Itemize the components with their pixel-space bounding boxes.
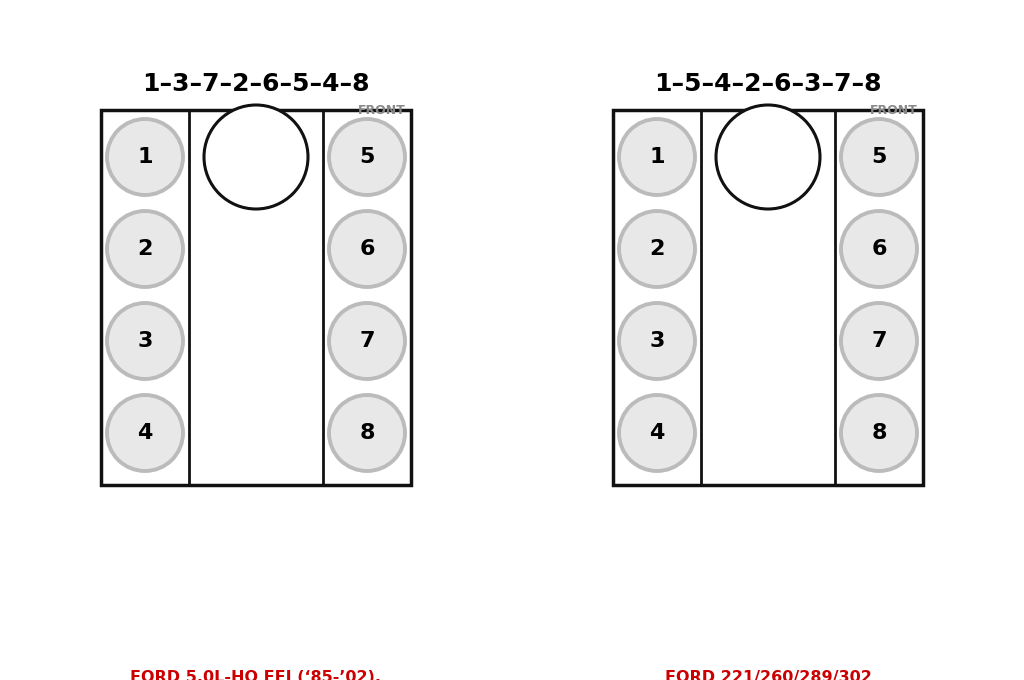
Circle shape [841,303,918,379]
Text: 6: 6 [871,239,887,259]
Circle shape [841,395,918,471]
Circle shape [618,395,695,471]
Text: 2: 2 [137,239,153,259]
Circle shape [841,119,918,195]
Circle shape [716,105,820,209]
Bar [101,110,411,485]
Circle shape [618,119,695,195]
Circle shape [841,211,918,287]
Circle shape [106,303,183,379]
Text: FRONT: FRONT [358,104,406,117]
Text: 1: 1 [137,147,153,167]
Circle shape [106,395,183,471]
Text: 8: 8 [871,423,887,443]
Circle shape [106,119,183,195]
Text: 1–3–7–2–6–5–4–8: 1–3–7–2–6–5–4–8 [142,72,370,96]
Circle shape [329,119,406,195]
Text: 4: 4 [649,423,665,443]
Text: 4: 4 [137,423,153,443]
Circle shape [618,303,695,379]
Text: 8: 8 [359,423,375,443]
Text: 5: 5 [871,147,887,167]
Text: 1–5–4–2–6–3–7–8: 1–5–4–2–6–3–7–8 [654,72,882,96]
Text: 1: 1 [649,147,665,167]
Text: 7: 7 [359,331,375,351]
Text: FORD 5.0L-HO EFI (‘85-’02),
351C, 351M, 351W, 400,
SMALL-BLOCK
CRATE ENGINES: FORD 5.0L-HO EFI (‘85-’02), 351C, 351M, … [130,670,382,680]
Circle shape [329,303,406,379]
Text: 2: 2 [649,239,665,259]
Text: FORD 221/260/289/302
(EXCEPT 5.0L-HO EFI
AND CRATE ENGINES),
FE, 429/460: FORD 221/260/289/302 (EXCEPT 5.0L-HO EFI… [665,670,871,680]
Circle shape [329,395,406,471]
Text: 6: 6 [359,239,375,259]
Text: FRONT: FRONT [870,104,918,117]
Text: 7: 7 [871,331,887,351]
Bar [613,110,923,485]
Circle shape [106,211,183,287]
Circle shape [329,211,406,287]
Text: 3: 3 [649,331,665,351]
Text: 3: 3 [137,331,153,351]
Circle shape [618,211,695,287]
Text: 5: 5 [359,147,375,167]
Circle shape [204,105,308,209]
